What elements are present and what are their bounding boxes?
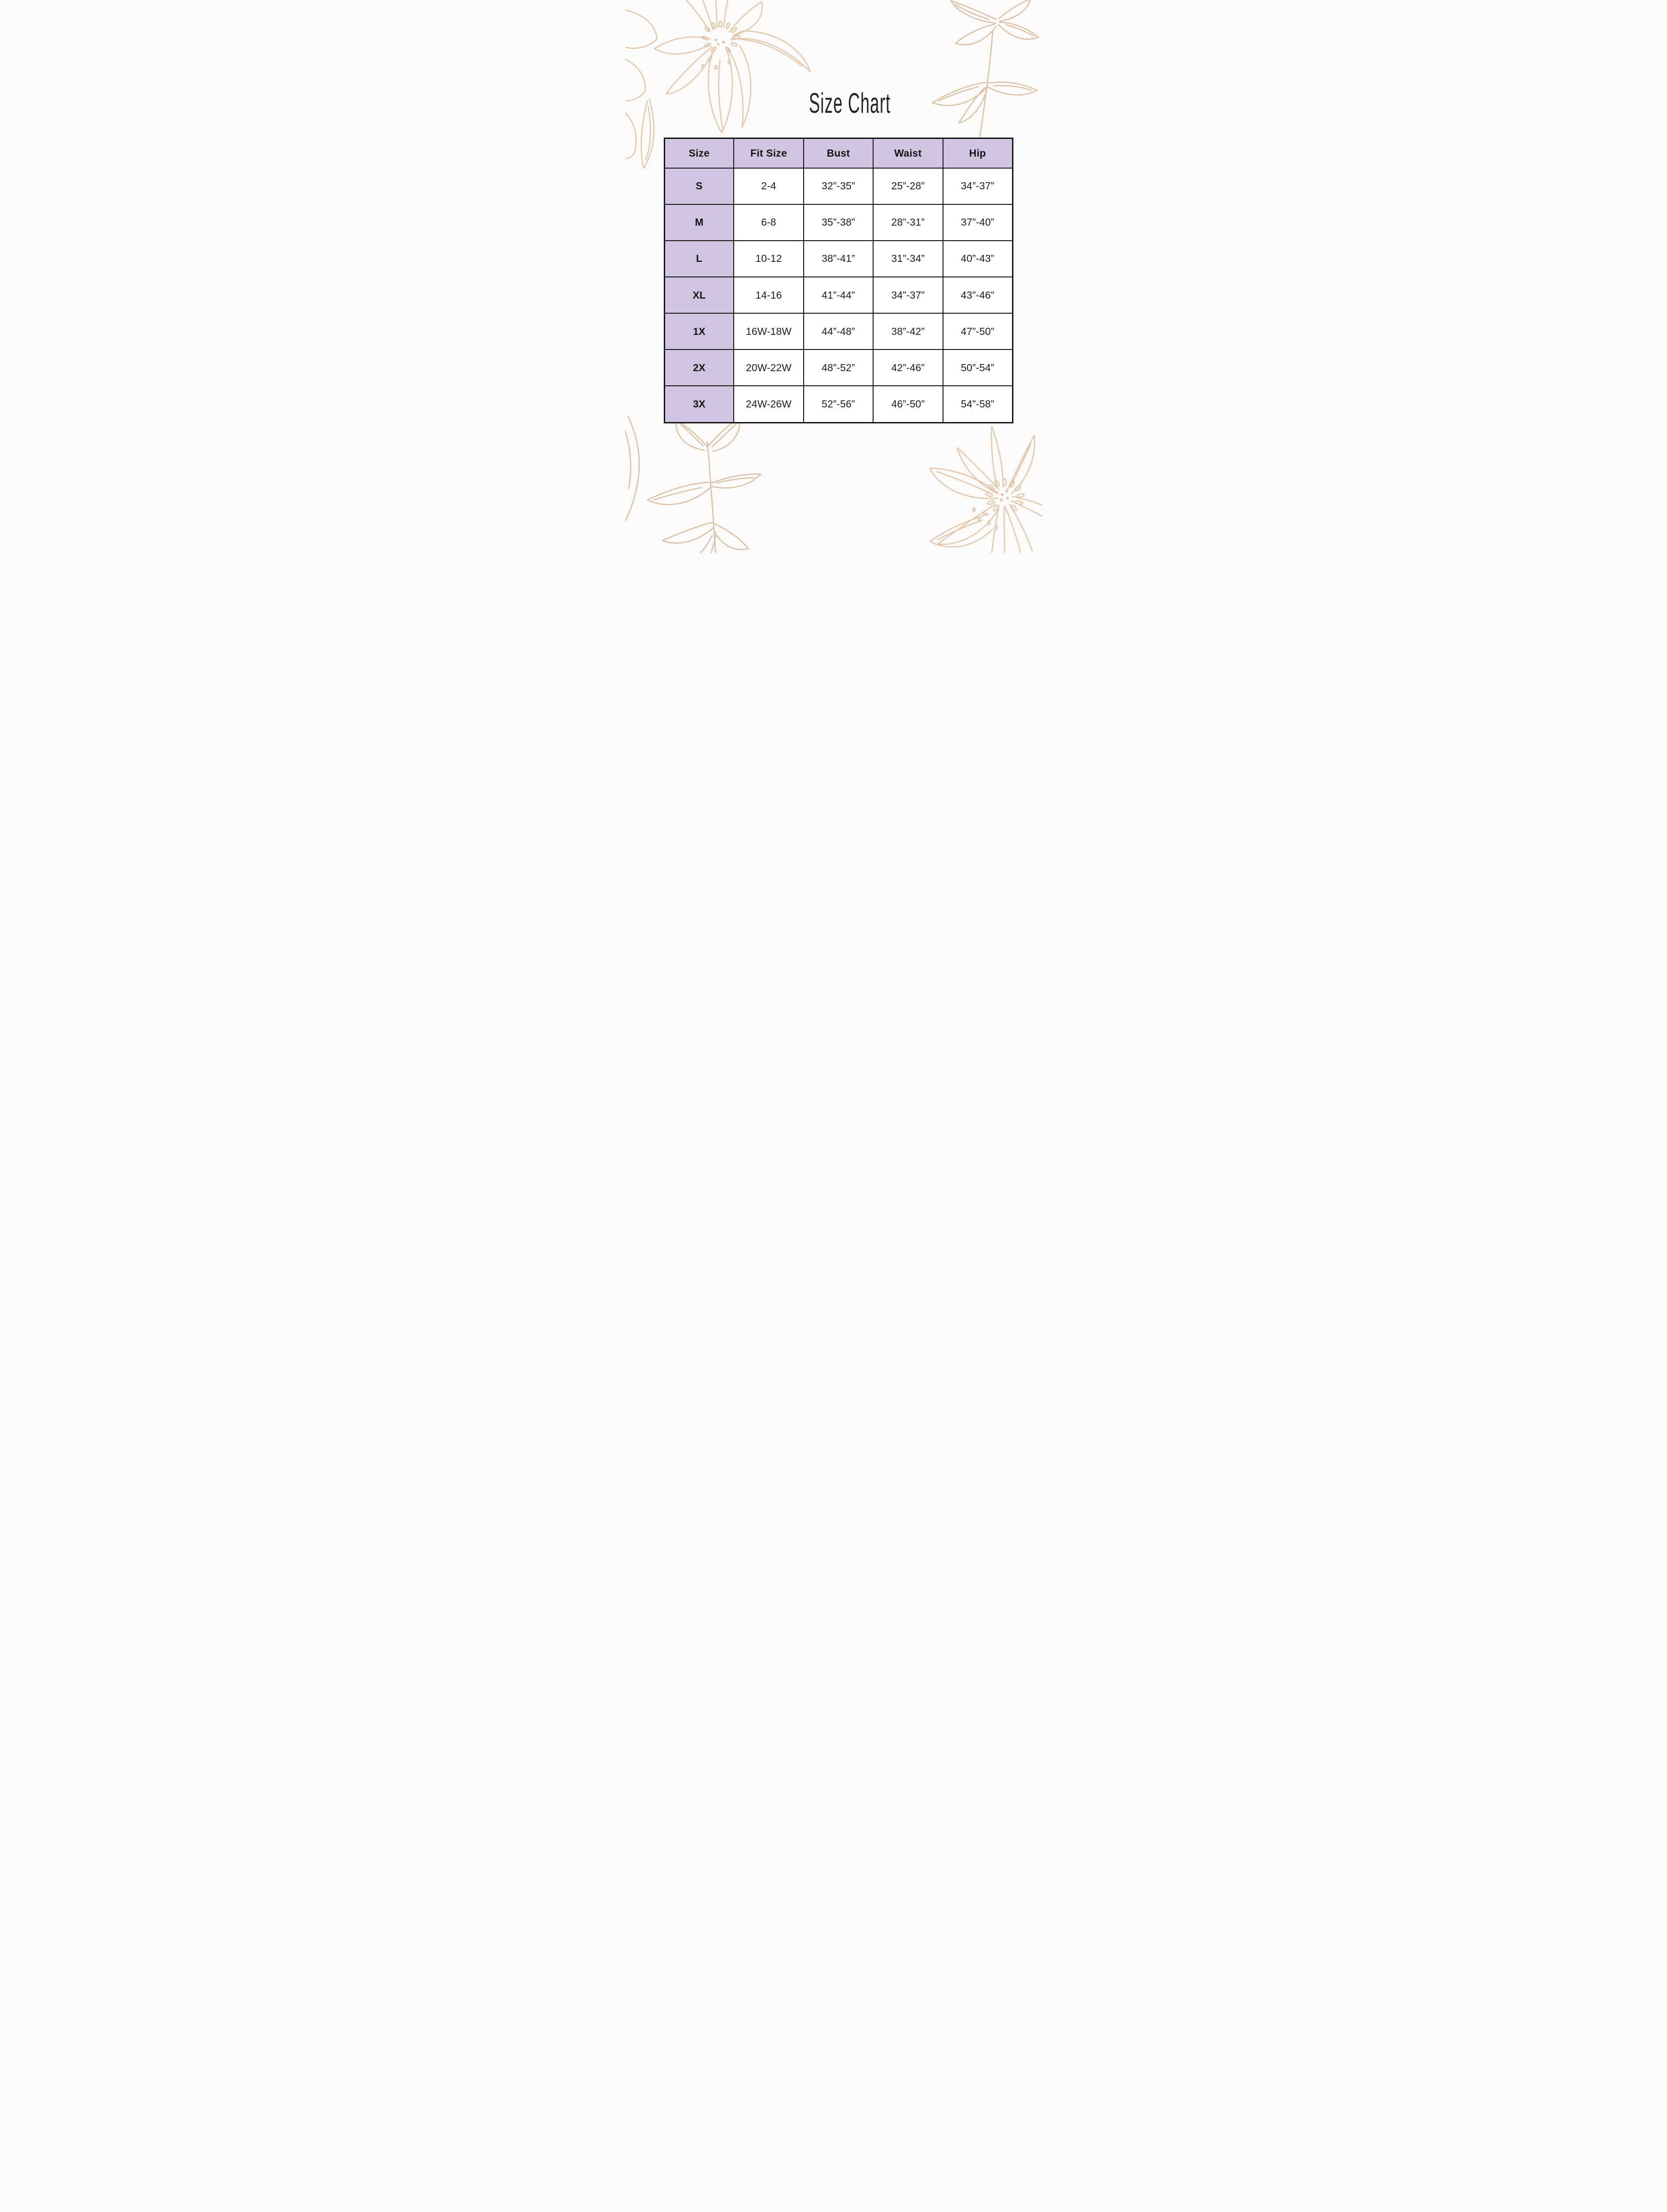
waist-cell: 38”-42” [873, 312, 943, 350]
hip-cell: 47”-50” [942, 312, 1013, 350]
size-chart-table: Size Fit Size Bust Waist Hip S 2-4 32”-3… [663, 138, 1013, 423]
table-row-3x: 3X 24W-26W 52”-56” 46”-50” 54”-58” [663, 385, 1013, 423]
column-header-fit: Fit Size [733, 138, 804, 169]
bust-cell: 41”-44” [803, 276, 874, 314]
header-row: Size Fit Size Bust Waist Hip [663, 138, 1013, 169]
bust-cell: 52”-56” [803, 385, 874, 423]
flower-stamens [701, 20, 740, 70]
table-row-m: M 6-8 35”-38” 28”-31” 37”-40” [663, 204, 1013, 241]
fit-cell: 10-12 [733, 240, 804, 277]
bust-cell: 35”-38” [803, 204, 874, 241]
waist-cell: 34”-37” [873, 276, 943, 314]
size-chart-page: Size Chart Size Fit Size Bust Waist Hip … [625, 0, 1042, 553]
row-label: 1X [663, 312, 735, 350]
table-row-1x: 1X 16W-18W 44”-48” 38”-42” 47”-50” [663, 312, 1013, 350]
column-header-size: Size [663, 138, 735, 169]
table-row-2x: 2X 20W-22W 48”-52” 42”-46” 50”-54” [663, 349, 1013, 386]
flower-petals [937, 426, 1042, 553]
hip-cell: 34”-37” [942, 167, 1013, 205]
table-row-s: S 2-4 32”-35” 25”-28” 34”-37” [663, 167, 1013, 205]
row-label: 3X [663, 385, 735, 423]
table-header: Size Fit Size Bust Waist Hip [663, 138, 1013, 169]
waist-cell: 46”-50” [873, 385, 943, 423]
table-row-xl: XL 14-16 41”-44” 34”-37” 43”-46” [663, 276, 1013, 314]
column-header-hip: Hip [942, 138, 1013, 169]
title-row: Size Chart [625, 88, 1042, 118]
waist-cell: 25”-28” [873, 167, 943, 205]
bust-cell: 38”-41” [803, 240, 874, 277]
hip-cell: 50”-54” [942, 349, 1013, 386]
row-label: XL [663, 276, 735, 314]
stem-leaves [625, 416, 761, 553]
bust-cell: 32”-35” [803, 167, 874, 205]
waist-cell: 42”-46” [873, 349, 943, 386]
row-label: 2X [663, 349, 735, 386]
fit-cell: 24W-26W [733, 385, 804, 423]
fit-cell: 2-4 [733, 167, 804, 205]
page-title: Size Chart [809, 87, 891, 119]
column-header-bust: Bust [803, 138, 874, 169]
fit-cell: 20W-22W [733, 349, 804, 386]
column-header-waist: Waist [873, 138, 943, 169]
bust-cell: 44”-48” [803, 312, 874, 350]
waist-cell: 31”-34” [873, 240, 943, 277]
fit-cell: 16W-18W [733, 312, 804, 350]
row-label: L [663, 240, 735, 277]
leaf-stem-bottom-left-icon [625, 416, 761, 553]
flower-stamens [972, 478, 1024, 530]
fit-cell: 14-16 [733, 276, 804, 314]
row-label: M [663, 204, 735, 241]
hip-cell: 37”-40” [942, 204, 1013, 241]
flower-leaves [929, 467, 998, 548]
waist-cell: 28”-31” [873, 204, 943, 241]
row-label: S [663, 167, 735, 205]
fit-cell: 6-8 [733, 204, 804, 241]
hip-cell: 40”-43” [942, 240, 1013, 277]
bust-cell: 48”-52” [803, 349, 874, 386]
table-row-l: L 10-12 38”-41” 31”-34” 40”-43” [663, 240, 1013, 277]
table-body: S 2-4 32”-35” 25”-28” 34”-37” M 6-8 35”-… [663, 167, 1013, 423]
hip-cell: 43”-46” [942, 276, 1013, 314]
hip-cell: 54”-58” [942, 385, 1013, 423]
